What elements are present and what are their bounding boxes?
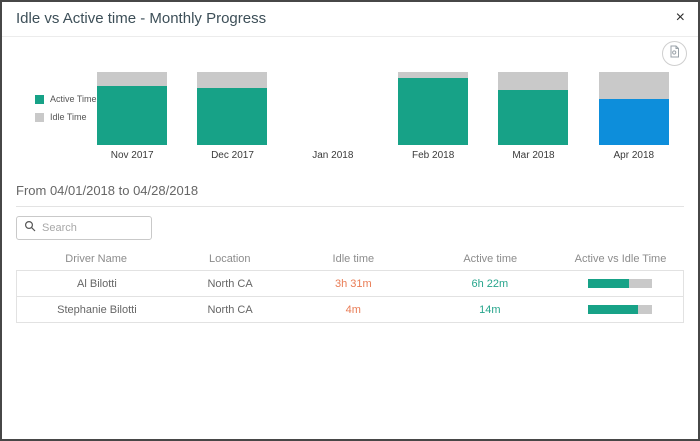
- active-time-swatch-icon: [35, 94, 44, 104]
- bar-label: Feb 2018: [412, 150, 455, 161]
- bar-slot-jan-2018[interactable]: Jan 2018: [283, 72, 383, 161]
- bar-segment-idle: [498, 72, 569, 91]
- bar-slot-nov-2017[interactable]: Nov 2017: [82, 72, 182, 161]
- table-row: Al Bilotti North CA 3h 31m 6h 22m: [16, 270, 684, 297]
- idle-time-cell: 3h 31m: [334, 277, 372, 290]
- active-vs-idle-cell: [556, 279, 683, 288]
- driver-name-cell: Al Bilotti: [77, 277, 117, 290]
- bar-segment-idle: [197, 72, 268, 89]
- active-time-cell: 14m: [479, 303, 501, 316]
- legend-item-active: Active Time: [35, 94, 97, 104]
- bar-slot-dec-2017[interactable]: Dec 2017: [182, 72, 282, 161]
- active-vs-idle-cell: [556, 305, 683, 314]
- column-header-location: Location: [208, 253, 251, 265]
- active-vs-idle-bar: [587, 279, 652, 288]
- bar-stack: [197, 72, 268, 145]
- bar-segment-active: [398, 77, 469, 145]
- active-vs-idle-bar: [587, 305, 652, 314]
- bar-slot-feb-2018[interactable]: Feb 2018: [383, 72, 483, 161]
- driver-table-body: Al Bilotti North CA 3h 31m 6h 22m Stephanie …: [16, 270, 684, 323]
- table-row: Stephanie Bilotti North CA 4m 14m: [16, 296, 684, 323]
- bar-segment-active: [598, 99, 669, 145]
- legend-label-idle: Idle Time: [50, 112, 87, 122]
- bar-segment-idle: [398, 72, 469, 78]
- bar-stack: [598, 72, 669, 145]
- bar-slot-apr-2018[interactable]: Apr 2018: [584, 72, 684, 161]
- close-icon[interactable]: ×: [675, 9, 685, 26]
- chart-legend: Active Time Idle Time: [35, 94, 97, 130]
- date-range-heading: From 04/01/2018 to 04/28/2018: [16, 183, 684, 207]
- bar-stack: [298, 72, 368, 145]
- bar-label: Jan 2018: [312, 150, 354, 161]
- bar-chart-slots: Nov 2017 Dec 2017 Jan 2018 Feb 2018 Mar 2018…: [82, 72, 684, 161]
- driver-name-cell: Stephanie Bilotti: [57, 303, 137, 316]
- search-input[interactable]: [42, 222, 142, 234]
- legend-item-idle: Idle Time: [35, 112, 97, 122]
- search-icon: [24, 219, 36, 237]
- monthly-bar-chart: Active Time Idle Time Nov 2017 Dec 2017 Ja…: [2, 72, 698, 164]
- bar-segment-idle: [97, 72, 168, 86]
- column-header-active-vs-idle-time: Active vs Idle Time: [574, 253, 667, 265]
- column-header-idle-time: Idle time: [332, 253, 375, 265]
- bar-label: Apr 2018: [613, 150, 655, 161]
- driver-table: Driver Name Location Idle time Active time A…: [16, 253, 684, 323]
- search-box[interactable]: [16, 216, 152, 240]
- column-header-driver-name: Driver Name: [65, 253, 128, 265]
- bar-segment-active: [197, 88, 268, 145]
- bar-slot-mar-2018[interactable]: Mar 2018: [483, 72, 583, 161]
- driver-table-header: Driver Name Location Idle time Active time A…: [16, 253, 684, 265]
- bar-label: Nov 2017: [110, 150, 154, 161]
- bar-label: Mar 2018: [512, 150, 555, 161]
- export-report-button[interactable]: [662, 41, 687, 66]
- active-portion-fill: [587, 279, 629, 288]
- active-time-cell: 6h 22m: [471, 277, 509, 290]
- location-cell: North CA: [207, 277, 253, 290]
- dialog-header: Idle vs Active time - Monthly Progress ×: [2, 2, 698, 37]
- active-portion-fill: [587, 305, 638, 314]
- bar-label: Dec 2017: [211, 150, 254, 161]
- dialog-title: Idle vs Active time - Monthly Progress: [16, 10, 267, 27]
- bar-stack: [97, 72, 168, 145]
- idle-time-swatch-icon: [35, 112, 44, 122]
- bar-segment-active: [498, 90, 569, 145]
- column-header-active-time: Active time: [463, 253, 518, 265]
- legend-label-active: Active Time: [50, 94, 97, 104]
- idle-time-cell: 4m: [345, 303, 361, 316]
- bar-segment-active: [97, 85, 168, 145]
- location-cell: North CA: [207, 303, 253, 316]
- bar-stack: [498, 72, 569, 145]
- bar-segment-idle: [598, 72, 669, 100]
- bar-stack: [398, 72, 469, 145]
- export-document-icon: [668, 45, 681, 63]
